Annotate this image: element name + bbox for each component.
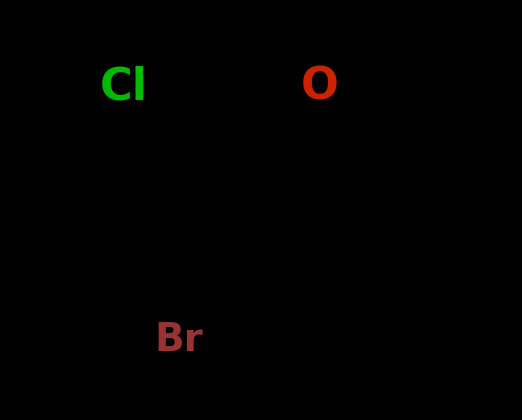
Text: Br: Br (154, 321, 203, 359)
Text: Cl: Cl (99, 65, 147, 108)
Text: O: O (301, 65, 339, 108)
